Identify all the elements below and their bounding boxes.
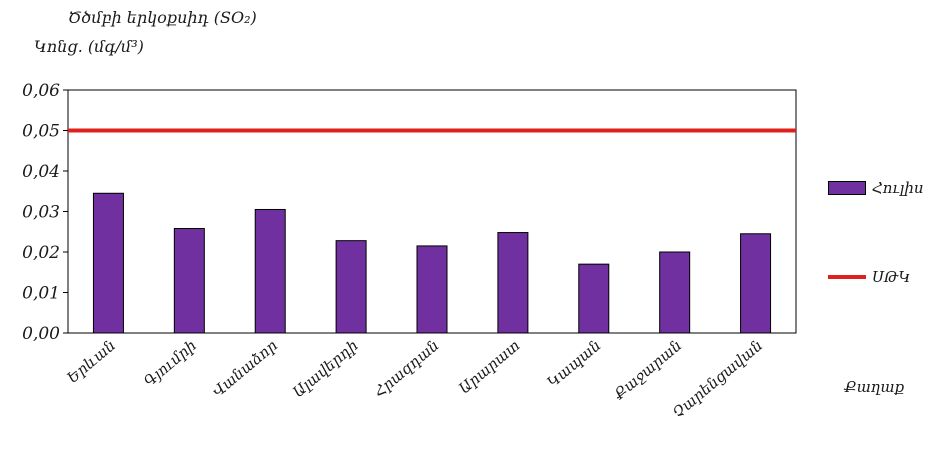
bar-series (92, 192, 772, 334)
legend-label-reference: ՍԹԿ (872, 268, 911, 286)
legend-item-bar: Հուլիս (828, 179, 924, 197)
bar (578, 263, 610, 334)
x-tick-label: Ալավերդի (289, 336, 361, 401)
x-axis: Երևան Գյումրի Վանաձոր Ալավերդի Հրազդան Արարատ… (64, 336, 767, 422)
x-tick-label: Քաջարան (609, 336, 685, 404)
x-tick-label: Վանաձոր (209, 336, 281, 400)
x-tick-label: Երևան (64, 336, 120, 387)
x-tick-label: Կապան (544, 336, 605, 391)
bar (254, 208, 286, 334)
y-axis: 0,00 0,01 0,02 0,03 0,04 0,05 0,06 (22, 81, 68, 344)
y-tick-label: 0,05 (22, 122, 60, 142)
bar (335, 240, 367, 334)
x-tick-label: Հրազդան (370, 336, 442, 401)
bar (659, 251, 691, 334)
bar (416, 245, 448, 334)
bar (92, 192, 124, 334)
x-axis-label: Քաղաք (844, 378, 905, 396)
y-tick-label: 0,02 (22, 243, 60, 263)
x-tick-label: Արարատ (455, 336, 523, 397)
bar (740, 233, 772, 334)
legend-swatch-bar (828, 181, 866, 195)
y-axis-label: Կոնց. (մգ/մ³) (34, 37, 144, 56)
chart-title: Ծծմբի երկօքսիդ (SO₂) (68, 8, 257, 27)
y-tick-label: 0,04 (22, 162, 60, 182)
legend-swatch-reference (828, 275, 866, 279)
y-tick-label: 0,00 (22, 324, 60, 344)
x-tick-label: Գյումրի (140, 336, 199, 390)
y-tick-label: 0,06 (22, 81, 60, 101)
legend-item-reference: ՍԹԿ (828, 268, 911, 286)
legend-label-bar: Հուլիս (872, 179, 924, 197)
bar (173, 228, 205, 334)
y-tick-label: 0,01 (22, 284, 60, 304)
y-tick-label: 0,03 (22, 203, 60, 223)
bar (497, 232, 529, 334)
